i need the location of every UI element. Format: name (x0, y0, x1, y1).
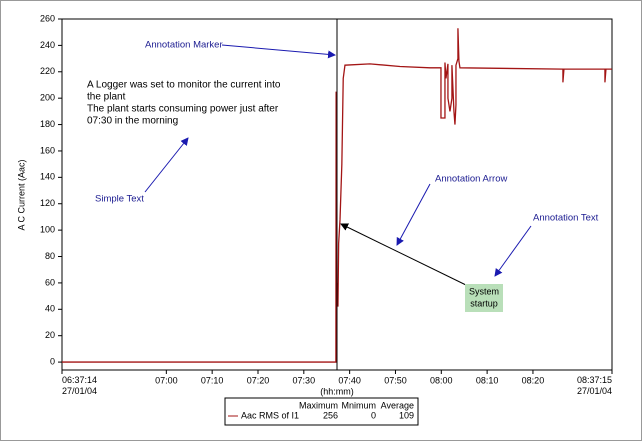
annotation-block-line: the plant (87, 92, 126, 103)
y-tick-label: 140 (40, 172, 55, 182)
legend-header: Mnimum (341, 400, 376, 410)
y-tick-label: 80 (45, 251, 55, 261)
x-tick-label: 08:10 (476, 375, 499, 385)
annotation-arrow-text: Annotation Arrow (435, 174, 507, 185)
startup-arrow (340, 223, 469, 287)
simple-text: Simple Text (95, 194, 144, 205)
y-tick-label: 260 (40, 13, 55, 23)
y-tick-label: 40 (45, 304, 55, 314)
x-tick-label: 08:37:15 27/01/04 (577, 375, 612, 396)
startup-text: startup (470, 298, 498, 308)
x-axis-label: (hh:mm) (320, 386, 354, 396)
annotation-block-line: The plant starts consuming power just af… (87, 104, 279, 115)
y-tick-label: 20 (45, 330, 55, 340)
x-tick-label: 07:50 (384, 375, 407, 385)
startup-text: System (469, 286, 499, 296)
x-tick-label: 07:00 (155, 375, 178, 385)
y-tick-label: 120 (40, 198, 55, 208)
annotation-text: Annotation Text (533, 213, 599, 224)
annotation-arrow (144, 137, 189, 193)
legend-value: 0 (371, 410, 376, 420)
y-tick-label: 60 (45, 277, 55, 287)
x-tick-label: 07:30 (293, 375, 316, 385)
legend-label: Aac RMS of I1 (241, 410, 299, 420)
y-tick-label: 180 (40, 119, 55, 129)
annotation-marker-text: Annotation Marker (145, 40, 223, 51)
y-tick-label: 160 (40, 145, 55, 155)
y-tick-label: 240 (40, 40, 55, 50)
legend (224, 397, 419, 426)
annotation-arrow (494, 225, 532, 277)
y-axis-label: A C Current (Aac) (16, 159, 26, 230)
legend-value: 109 (399, 410, 414, 420)
legend-header: Average (381, 400, 414, 410)
startup-box (465, 284, 503, 312)
x-tick-label: 07:20 (247, 375, 270, 385)
legend-header: Maximum (299, 400, 338, 410)
y-tick-label: 200 (40, 93, 55, 103)
y-tick-label: 100 (40, 225, 55, 235)
x-tick-label: 08:00 (430, 375, 453, 385)
y-tick-label: 220 (40, 66, 55, 76)
x-tick-label: 07:10 (201, 375, 224, 385)
series-line (62, 28, 612, 363)
annotation-arrow (221, 44, 336, 59)
x-tick-label: 07:40 (338, 375, 361, 385)
legend-value: 256 (323, 410, 338, 420)
plot: 0 20 40 60 80 100 120 140 160 180 200 220 240 260 06:3… (40, 13, 613, 396)
annotation-block-line: 07:30 in the morning (87, 116, 178, 127)
y-tick-label: 0 (50, 356, 55, 366)
x-tick-label: 08:20 (522, 375, 545, 385)
x-tick-label: 06:37:14 27/01/04 (62, 375, 97, 396)
annotation-block-line: A Logger was set to monitor the current … (87, 80, 281, 91)
annotation-arrow (396, 183, 431, 246)
